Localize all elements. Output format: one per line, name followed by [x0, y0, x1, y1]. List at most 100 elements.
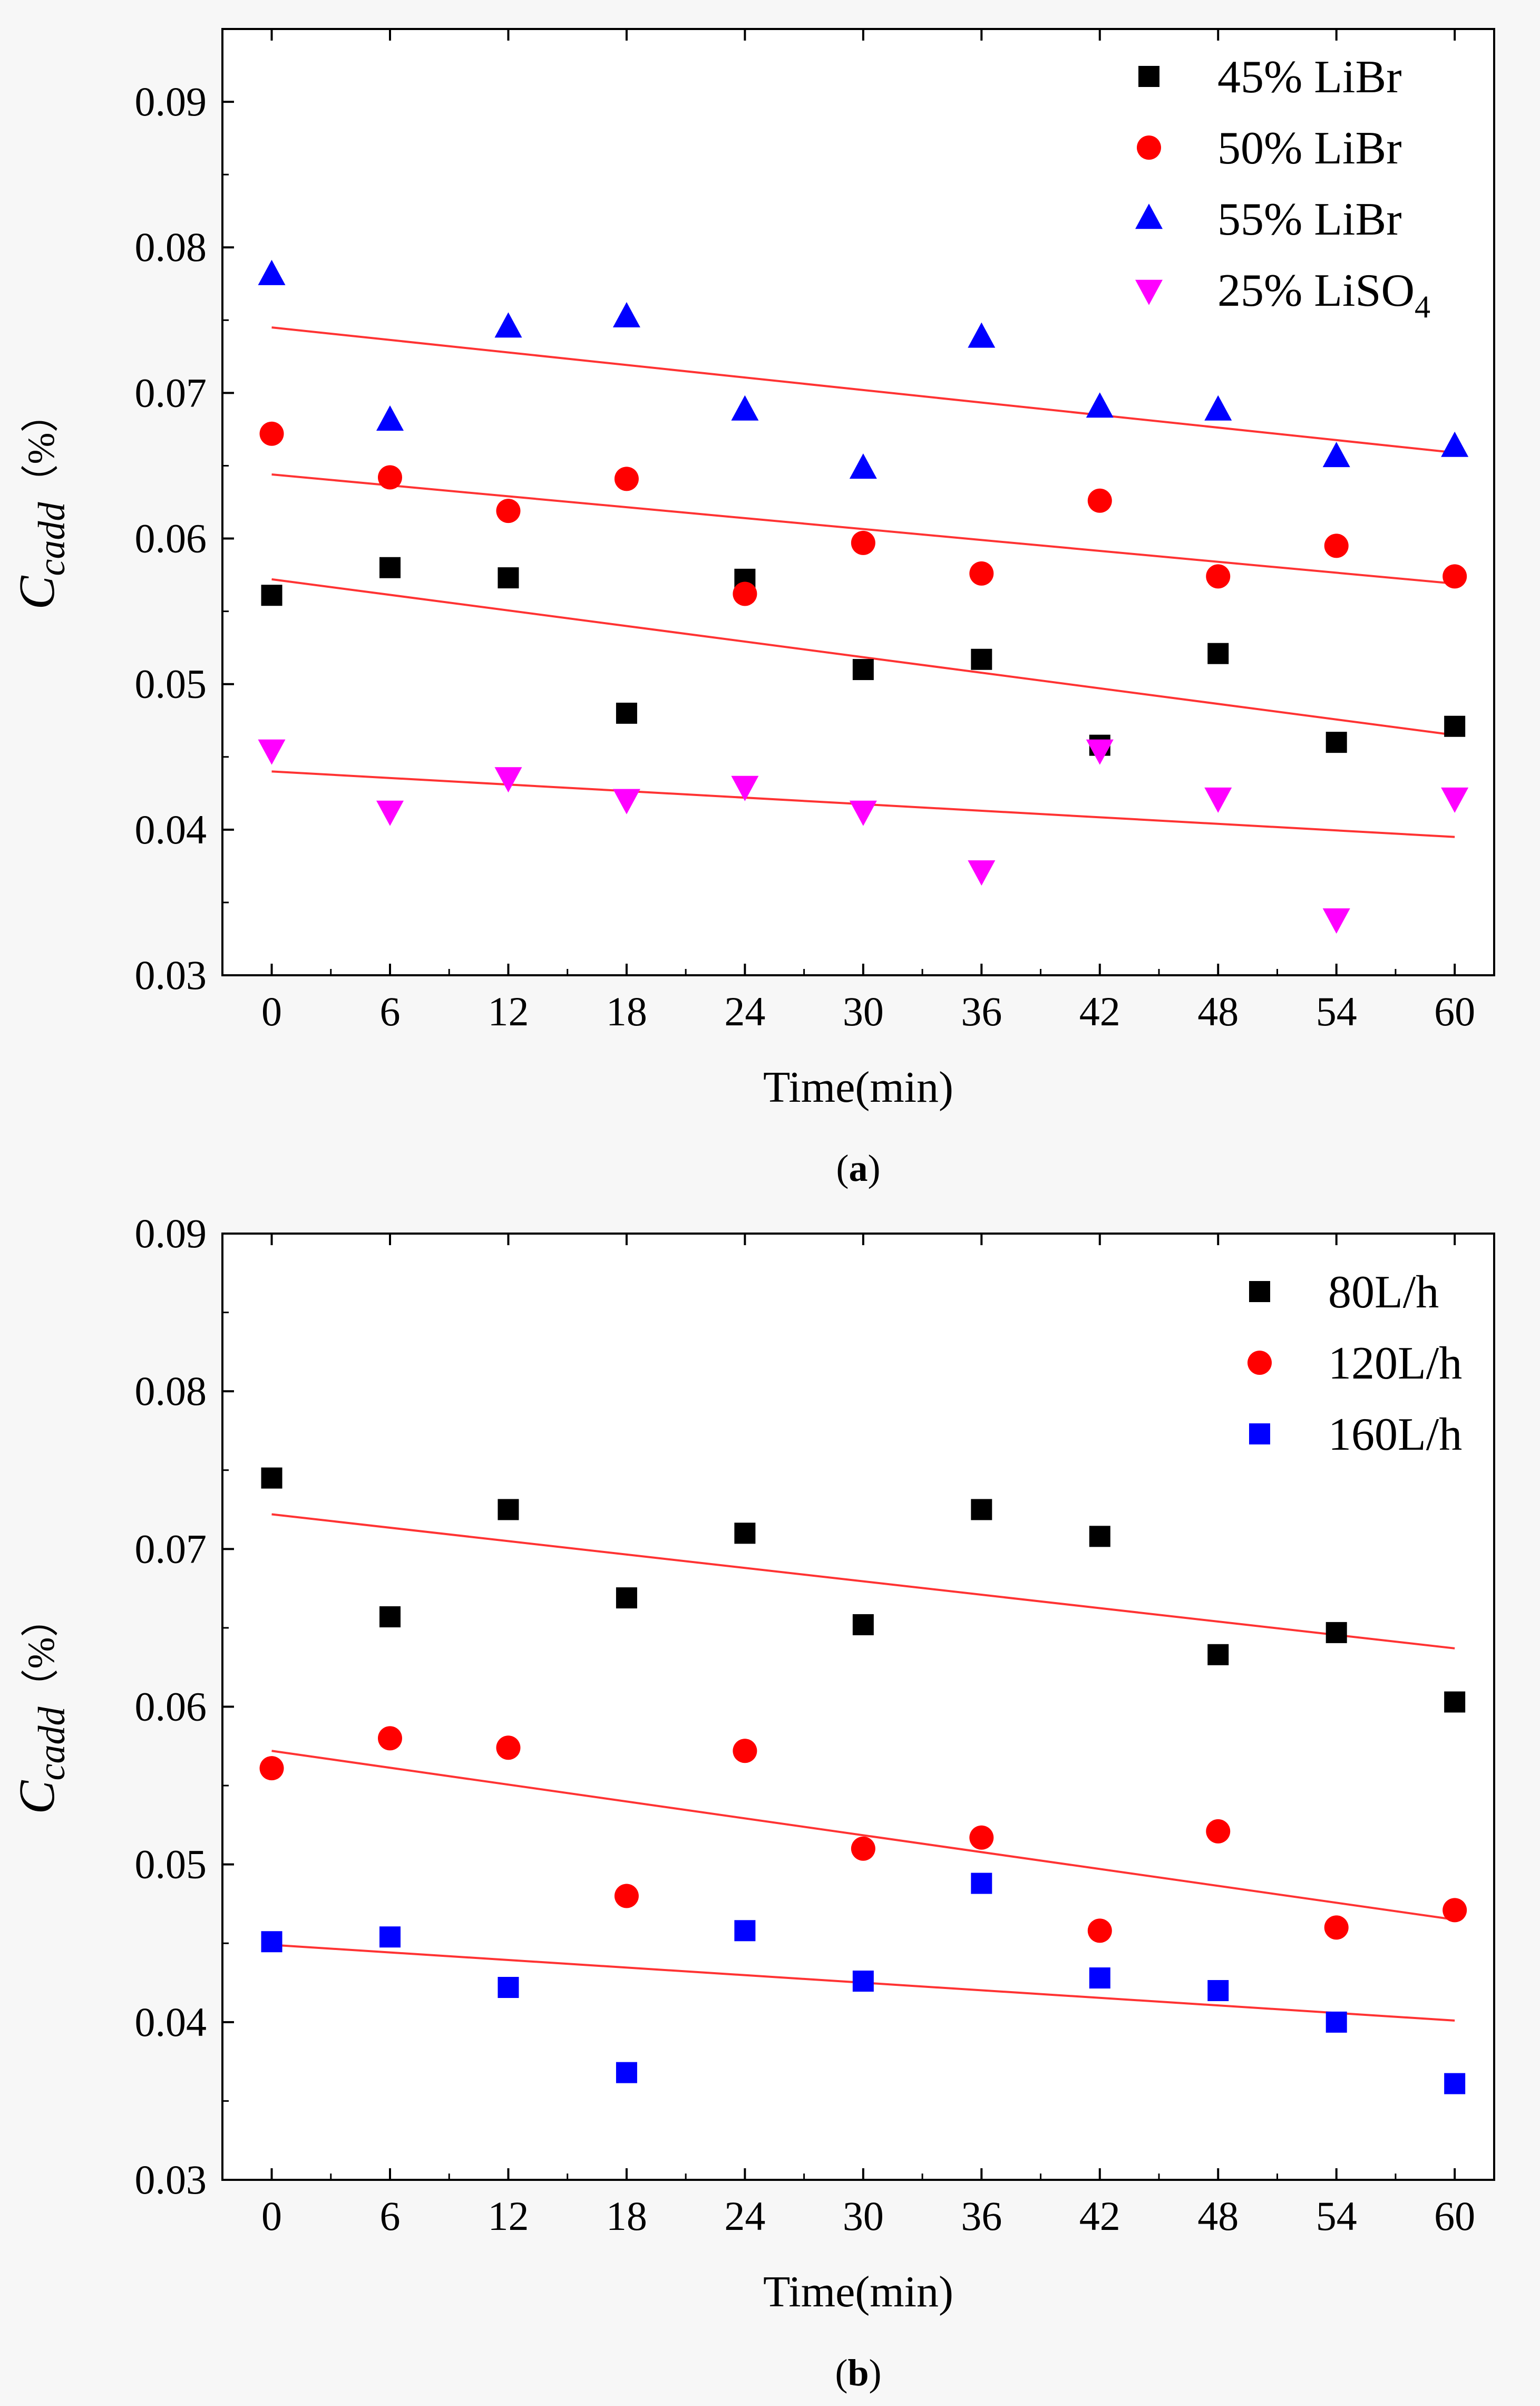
- chart-a-x-tick-label: 24: [724, 988, 765, 1034]
- chart-a-x-tick-label: 36: [961, 988, 1002, 1034]
- chart-a-data-point: [1324, 533, 1349, 558]
- chart-b-data-point: [261, 1931, 282, 1953]
- chart-b-data-point: [379, 1926, 401, 1948]
- chart-b-x-tick-label: 12: [488, 2193, 529, 2239]
- chart-a-y-tick-label: 0.07: [135, 370, 207, 415]
- chart-panel-b: 0 6 12 18 24 30 36 42 48 54 60 0.03 0.04 0.05 0.06 0.07…: [0, 1191, 1540, 2406]
- chart-b-data-point: [261, 1467, 282, 1489]
- chart-a-x-tick-label: 0: [261, 988, 282, 1034]
- chart-b-y-tick-label: 0.03: [135, 2157, 207, 2203]
- chart-a-data-point: [968, 322, 996, 348]
- chart-b-y-tick-label: 0.06: [135, 1684, 207, 1730]
- chart-a-series-group: [259, 421, 1467, 606]
- chart-a-data-point: [1207, 643, 1229, 664]
- chart-b-x-tick-label: 18: [606, 2193, 647, 2239]
- chart-a-data-point: [1441, 431, 1469, 457]
- chart-b-plot-area: [222, 1234, 1494, 2180]
- chart-a-y-tick-label: 0.08: [135, 224, 207, 270]
- chart-a-data-point: [494, 312, 522, 338]
- chart-a-data-point: [258, 259, 286, 285]
- chart-a-x-tick-label: 54: [1316, 988, 1357, 1034]
- chart-a-data-point: [733, 581, 757, 606]
- chart-b-data-point: [616, 2062, 637, 2083]
- chart-b-series-group: [261, 1467, 1466, 1713]
- chart-a-legend-label: 50% LiBr: [1217, 123, 1402, 174]
- chart-b-data-point: [259, 1756, 284, 1781]
- chart-a-data-point: [1206, 564, 1231, 589]
- chart-a-legend-marker: [1135, 279, 1163, 305]
- chart-a-legend-marker: [1137, 135, 1161, 160]
- chart-a-data-point: [731, 395, 759, 421]
- chart-b-svg: 0 6 12 18 24 30 36 42 48 54 60 0.03 0.04 0.05 0.06 0.07…: [8, 1210, 1495, 2394]
- chart-a-data-point: [852, 659, 874, 681]
- chart-panel-a: 0 6 12 18 24 30 36 42 48 54 60 0.03 0.04 0.05 0.06 0.07…: [0, 0, 1540, 1191]
- chart-b-fit-line: [271, 1513, 1455, 1650]
- chart-b-data-point: [1324, 1915, 1349, 1940]
- chart-a-data-point: [1087, 488, 1112, 513]
- chart-a-x-tick-label: 18: [606, 988, 647, 1034]
- chart-b-legend-marker: [1249, 1281, 1270, 1302]
- chart-a-legend-marker: [1138, 66, 1159, 87]
- chart-a-caption: (a): [836, 1147, 881, 1189]
- chart-b-data-point: [1442, 1898, 1467, 1923]
- chart-a-x-tick-label: 48: [1197, 988, 1239, 1034]
- chart-a-data-point: [258, 739, 286, 765]
- chart-b-y-tick-label: 0.09: [135, 1210, 207, 1256]
- chart-b-data-point: [1207, 1980, 1229, 2001]
- chart-a-legend-label: 55% LiBr: [1217, 194, 1402, 245]
- chart-a-y-tick-label: 0.09: [135, 79, 207, 124]
- chart-a-data-point: [496, 499, 521, 523]
- chart-a-x-tick-label: 42: [1079, 988, 1120, 1034]
- chart-a-data-point: [851, 530, 875, 555]
- chart-a-data-point: [259, 421, 284, 446]
- chart-a-series-group: [258, 259, 1469, 479]
- chart-b-caption: (b): [835, 2352, 881, 2394]
- chart-a-svg: 0 6 12 18 24 30 36 42 48 54 60 0.03 0.04 0.05 0.06 0.07…: [8, 28, 1495, 1189]
- chart-a-data-point: [1204, 395, 1232, 421]
- chart-a-data-point: [379, 557, 401, 578]
- chart-a-x-tick-label: 12: [488, 988, 529, 1034]
- chart-a-data-point: [731, 775, 759, 801]
- chart-b-data-point: [969, 1825, 994, 1850]
- chart-a-data-point: [969, 561, 994, 586]
- chart-a-data-point: [494, 767, 522, 793]
- chart-b-legend-label: 120L/h: [1328, 1338, 1462, 1389]
- chart-b-data-point: [1087, 1918, 1112, 1943]
- chart-b-data-point: [851, 1836, 875, 1861]
- chart-b-series-group: [259, 1726, 1467, 1943]
- chart-b-y-tick-label: 0.08: [135, 1368, 207, 1414]
- chart-b-y-tick-label: 0.07: [135, 1526, 207, 1571]
- chart-b-y-tick-label: 0.05: [135, 1841, 207, 1887]
- chart-b-series-group: [261, 1873, 1466, 2094]
- chart-a-y-tick-label: 0.05: [135, 661, 207, 707]
- chart-a-x-tick-label: 60: [1434, 988, 1475, 1034]
- chart-b-data-point: [1325, 2011, 1347, 2033]
- chart-b-legend-marker: [1249, 1423, 1270, 1444]
- chart-b-y-tick-label: 0.04: [135, 1999, 207, 2045]
- chart-b-data-point: [734, 1522, 756, 1544]
- chart-a-y-axis-title: Ccadd（%）: [8, 395, 73, 610]
- chart-b-data-point: [377, 1726, 402, 1751]
- chart-b-x-tick-label: 6: [379, 2193, 400, 2239]
- chart-a-data-point: [376, 800, 404, 826]
- chart-b-x-tick-label: 24: [724, 2193, 765, 2239]
- chart-b-x-tick-label: 60: [1434, 2193, 1475, 2239]
- chart-a-data-point: [968, 860, 996, 886]
- chart-b-x-tick-label: 42: [1079, 2193, 1120, 2239]
- chart-a-legend-label: 25% LiSO4: [1217, 265, 1430, 324]
- chart-a-data-point: [1444, 715, 1466, 737]
- chart-b-data-point: [1444, 1691, 1466, 1713]
- chart-b-data-point: [1444, 2073, 1466, 2094]
- chart-a-fit-line: [271, 578, 1455, 736]
- chart-a-x-tick-label: 6: [379, 988, 400, 1034]
- chart-a-data-point: [1204, 787, 1232, 813]
- chart-a-data-point: [616, 702, 637, 724]
- chart-a-y-tick-label: 0.03: [135, 952, 207, 998]
- chart-a-data-point: [261, 585, 282, 606]
- chart-a-fit-line: [271, 326, 1455, 454]
- chart-b-data-point: [852, 1614, 874, 1635]
- chart-a-data-point: [614, 467, 639, 491]
- chart-a-plot-frame: [221, 28, 1495, 976]
- chart-b-data-point: [616, 1587, 637, 1609]
- chart-a-legend-marker: [1135, 203, 1163, 229]
